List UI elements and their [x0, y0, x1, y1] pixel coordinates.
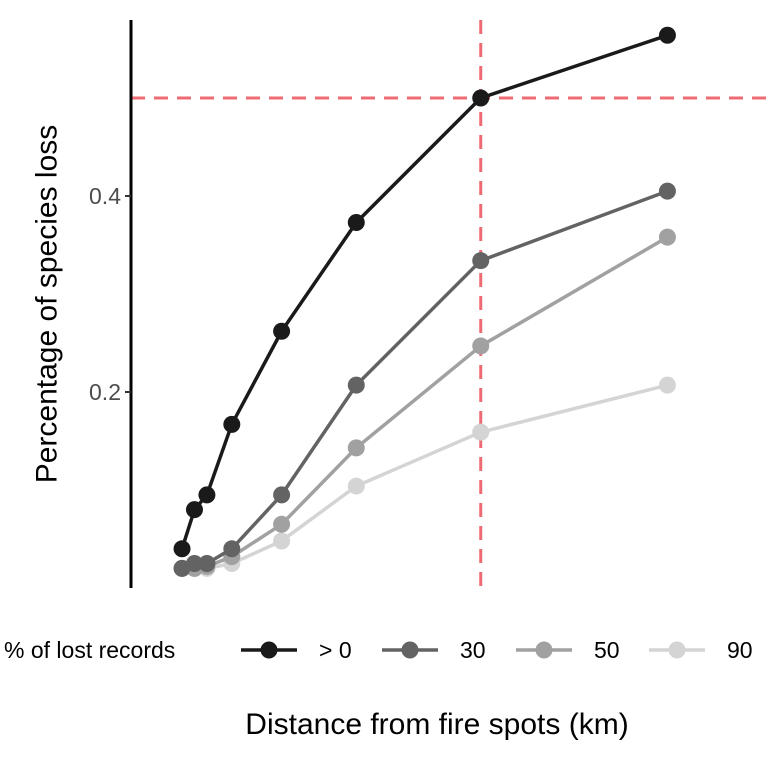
y-axis-label: Percentage of species loss — [31, 125, 64, 484]
data-point — [198, 486, 216, 504]
data-point — [223, 415, 241, 433]
legend-label: 90 — [727, 637, 753, 663]
data-point — [273, 486, 291, 504]
legend-item: 50 — [516, 637, 620, 663]
data-point — [472, 89, 490, 107]
legend-items: > 0 30 50 90 — [241, 637, 753, 663]
data-point — [658, 376, 676, 394]
legend: % of lost records > 0 30 50 90 — [4, 637, 753, 663]
data-point — [223, 540, 241, 558]
y-tick-label: 0.2 — [89, 379, 121, 405]
legend-label: 30 — [460, 637, 486, 663]
series-line — [180, 33, 668, 550]
data-point — [472, 252, 490, 270]
data-point — [273, 322, 291, 340]
series-0-group — [173, 26, 676, 558]
series-layer — [173, 26, 676, 577]
legend-key-marker — [260, 641, 278, 659]
data-point — [347, 477, 365, 495]
data-point — [198, 555, 216, 572]
data-point — [185, 501, 203, 519]
data-point — [173, 540, 191, 558]
y-tick-label: 0.4 — [89, 183, 121, 209]
legend-title: % of lost records — [4, 637, 175, 663]
legend-item: 30 — [382, 637, 486, 663]
data-point — [472, 423, 490, 441]
series-30-group — [173, 182, 676, 577]
data-point — [185, 555, 203, 572]
x-axis-label: Distance from fire spots (km) — [245, 708, 628, 741]
legend-item: 90 — [649, 637, 753, 663]
legend-label: 50 — [594, 637, 620, 663]
legend-label: > 0 — [319, 637, 352, 663]
legend-item: > 0 — [241, 637, 352, 663]
data-point — [347, 213, 365, 231]
data-point — [472, 337, 490, 355]
data-point — [658, 182, 676, 200]
data-point — [273, 515, 291, 533]
plot-panel: 0.2 0.4 — [89, 20, 767, 588]
data-point — [347, 439, 365, 457]
legend-key-marker — [535, 641, 553, 659]
legend-key-marker — [668, 641, 686, 659]
data-point — [658, 228, 676, 246]
data-point — [347, 376, 365, 394]
legend-key-marker — [401, 641, 419, 659]
y-axis-ticks: 0.2 0.4 — [89, 183, 131, 405]
data-point — [658, 26, 676, 44]
data-point — [273, 532, 291, 550]
reference-lines — [131, 20, 767, 588]
